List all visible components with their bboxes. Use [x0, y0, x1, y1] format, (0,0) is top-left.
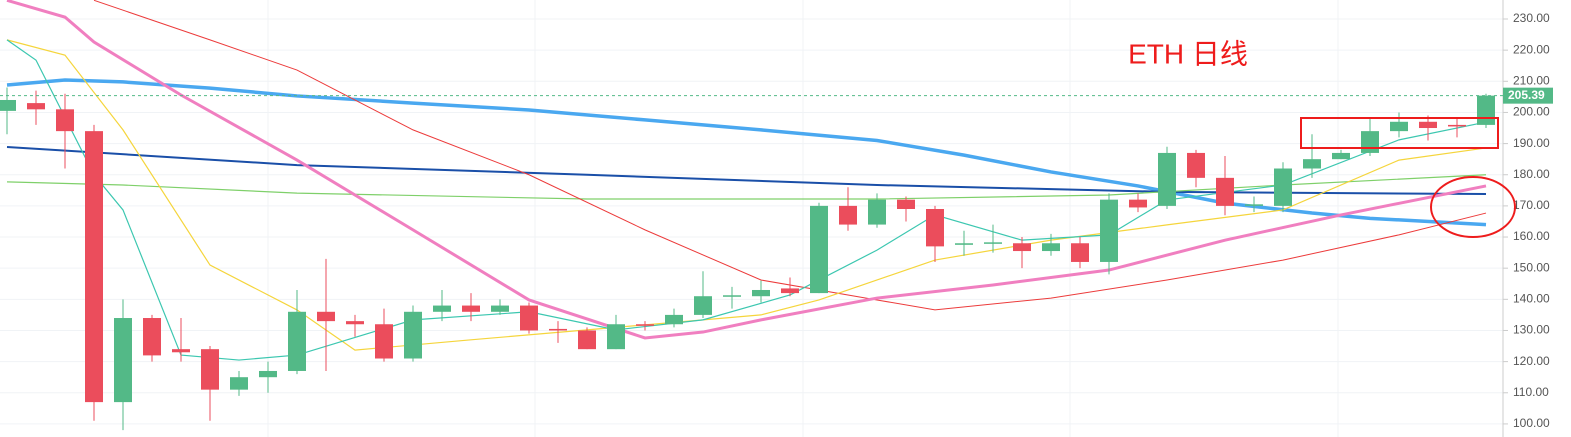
candle-body — [1390, 121, 1408, 132]
candle-body — [1042, 243, 1060, 252]
highlight-box — [1300, 117, 1499, 149]
candle-body — [549, 328, 567, 331]
ma-line — [6, 174, 1487, 200]
candle-body — [259, 370, 277, 378]
candle-body — [114, 318, 132, 403]
y-tick-label: 100.00 — [1513, 416, 1550, 430]
candle-body — [201, 349, 219, 390]
candle-body — [1245, 204, 1263, 206]
candle-body — [1274, 168, 1292, 206]
y-tick-label: 160.00 — [1513, 229, 1550, 243]
highlight-ellipse — [1430, 176, 1516, 238]
candle-body — [665, 314, 683, 325]
candle-body — [723, 295, 741, 297]
candle-body — [1071, 243, 1089, 262]
candle-body — [578, 330, 596, 350]
candle-body — [607, 324, 625, 350]
y-tick-label: 140.00 — [1513, 291, 1550, 305]
ma-line — [93, 0, 1487, 311]
candle-body — [27, 103, 45, 110]
candles — [0, 87, 1495, 431]
annotation: ETH 日线 — [1128, 38, 1248, 69]
y-tick-label: 110.00 — [1513, 385, 1549, 399]
y-tick-label: 210.00 — [1513, 73, 1550, 87]
candle-body — [172, 349, 190, 353]
candle-body — [955, 243, 973, 245]
y-tick-label: 220.00 — [1513, 42, 1550, 56]
ma-line — [6, 78, 1487, 227]
y-axis: 100.00 110.00 120.00 130.00 140.00 150.00 160.… — [1503, 11, 1550, 430]
candle-body — [1216, 177, 1234, 206]
candle-body — [636, 324, 654, 326]
candle-body — [839, 205, 857, 225]
y-tick-label: 230.00 — [1513, 11, 1550, 25]
candle-body — [462, 305, 480, 312]
y-tick-label: 190.00 — [1513, 136, 1550, 150]
y-tick-label: 150.00 — [1513, 260, 1550, 274]
candle-body — [491, 305, 509, 312]
y-tick-label: 180.00 — [1513, 167, 1550, 181]
y-tick-label: 120.00 — [1513, 354, 1550, 368]
candle-body — [1158, 152, 1176, 206]
candle-body — [404, 311, 422, 359]
candle-body — [1477, 95, 1495, 125]
candle-body — [346, 321, 364, 325]
ma-lines — [6, 0, 1487, 361]
candle-body — [375, 324, 393, 359]
candle-body — [752, 289, 770, 297]
candle-body — [1013, 243, 1031, 252]
ma-line — [6, 39, 1487, 361]
last-price-label: 205.39 — [1508, 88, 1545, 102]
candle-body — [0, 99, 16, 111]
candle-body — [1419, 121, 1437, 129]
candle-body — [433, 305, 451, 312]
candle-body — [1303, 159, 1321, 169]
candle-body — [1129, 199, 1147, 208]
candle-body — [984, 242, 1002, 244]
candle-body — [1332, 152, 1350, 160]
y-tick-label: 200.00 — [1513, 105, 1550, 119]
candle-body — [85, 131, 103, 403]
candle-body — [694, 296, 712, 315]
candle-body — [810, 205, 828, 294]
candle-body — [317, 311, 335, 322]
candle-body — [143, 318, 161, 356]
grid — [0, 18, 1503, 425]
candle-body — [1448, 124, 1466, 127]
candle-body — [897, 199, 915, 209]
candle-body — [1100, 199, 1118, 262]
candle-body — [781, 288, 799, 294]
candle-body — [520, 305, 538, 331]
y-tick-label: 130.00 — [1513, 323, 1550, 337]
candle-body — [56, 109, 74, 132]
ma-line — [6, 39, 1487, 351]
candle-body — [868, 199, 886, 225]
candle-body — [230, 377, 248, 390]
last-price-box — [1503, 87, 1553, 104]
candle-body — [288, 311, 306, 371]
ma-line — [6, 0, 1487, 340]
y-tick-label: 170.00 — [1513, 198, 1550, 212]
candle-body — [1187, 152, 1205, 178]
candle-body — [926, 209, 944, 247]
candle-body — [1361, 131, 1379, 153]
